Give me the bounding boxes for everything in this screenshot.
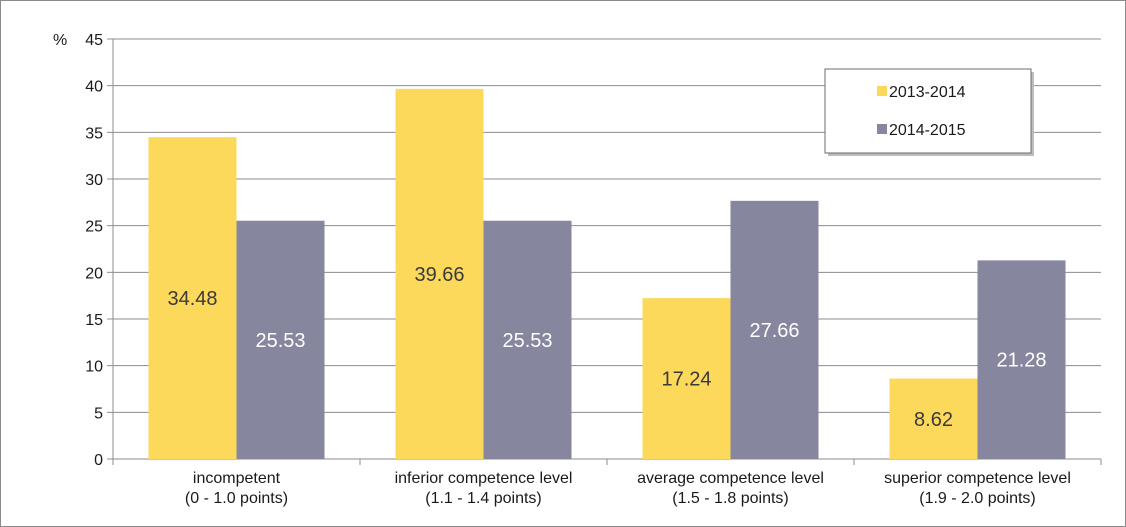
data-label: 39.66 bbox=[414, 264, 464, 286]
data-label: 21.28 bbox=[996, 350, 1046, 372]
y-tick-label: 20 bbox=[85, 265, 103, 282]
bar-2013-2014-1 bbox=[395, 88, 484, 459]
data-label: 25.53 bbox=[502, 330, 552, 352]
y-tick-label: 45 bbox=[85, 32, 103, 49]
data-label: 8.62 bbox=[914, 409, 953, 431]
category-label: superior competence level bbox=[884, 470, 1071, 487]
data-label: 17.24 bbox=[661, 369, 711, 391]
category-label: inferior competence level bbox=[395, 470, 573, 487]
y-tick-label: 10 bbox=[85, 359, 103, 376]
legend-swatch bbox=[877, 124, 887, 134]
bar-2013-2014-2 bbox=[642, 298, 731, 459]
y-axis-label: % bbox=[53, 32, 67, 49]
y-tick-label: 30 bbox=[85, 172, 103, 189]
bar-2014-2015-0 bbox=[236, 220, 325, 459]
y-tick-label: 40 bbox=[85, 79, 103, 96]
bar-2013-2014-3 bbox=[889, 378, 978, 459]
legend-box bbox=[824, 68, 1032, 154]
category-label: (0 - 1.0 points) bbox=[185, 490, 288, 507]
legend-swatch bbox=[877, 86, 887, 96]
data-label: 27.66 bbox=[749, 320, 799, 342]
category-label: average competence level bbox=[637, 470, 824, 487]
data-label: 34.48 bbox=[167, 288, 217, 310]
bar-2014-2015-3 bbox=[977, 260, 1066, 459]
legend-label: 2014-2015 bbox=[889, 122, 966, 139]
y-tick-label: 25 bbox=[85, 219, 103, 236]
bar-2013-2014-0 bbox=[148, 137, 237, 460]
y-tick-label: 35 bbox=[85, 125, 103, 142]
category-label: (1.5 - 1.8 points) bbox=[672, 490, 789, 507]
bar-2014-2015-1 bbox=[483, 220, 572, 459]
category-label: (1.1 - 1.4 points) bbox=[425, 490, 542, 507]
category-label: incompetent bbox=[193, 470, 281, 487]
y-tick-label: 0 bbox=[94, 452, 103, 469]
y-tick-label: 5 bbox=[94, 405, 103, 422]
y-tick-label: 15 bbox=[85, 312, 103, 329]
legend-label: 2013-2014 bbox=[889, 84, 966, 101]
data-label: 25.53 bbox=[255, 330, 305, 352]
category-label: (1.9 - 2.0 points) bbox=[919, 490, 1036, 507]
bar-2014-2015-2 bbox=[730, 200, 819, 459]
